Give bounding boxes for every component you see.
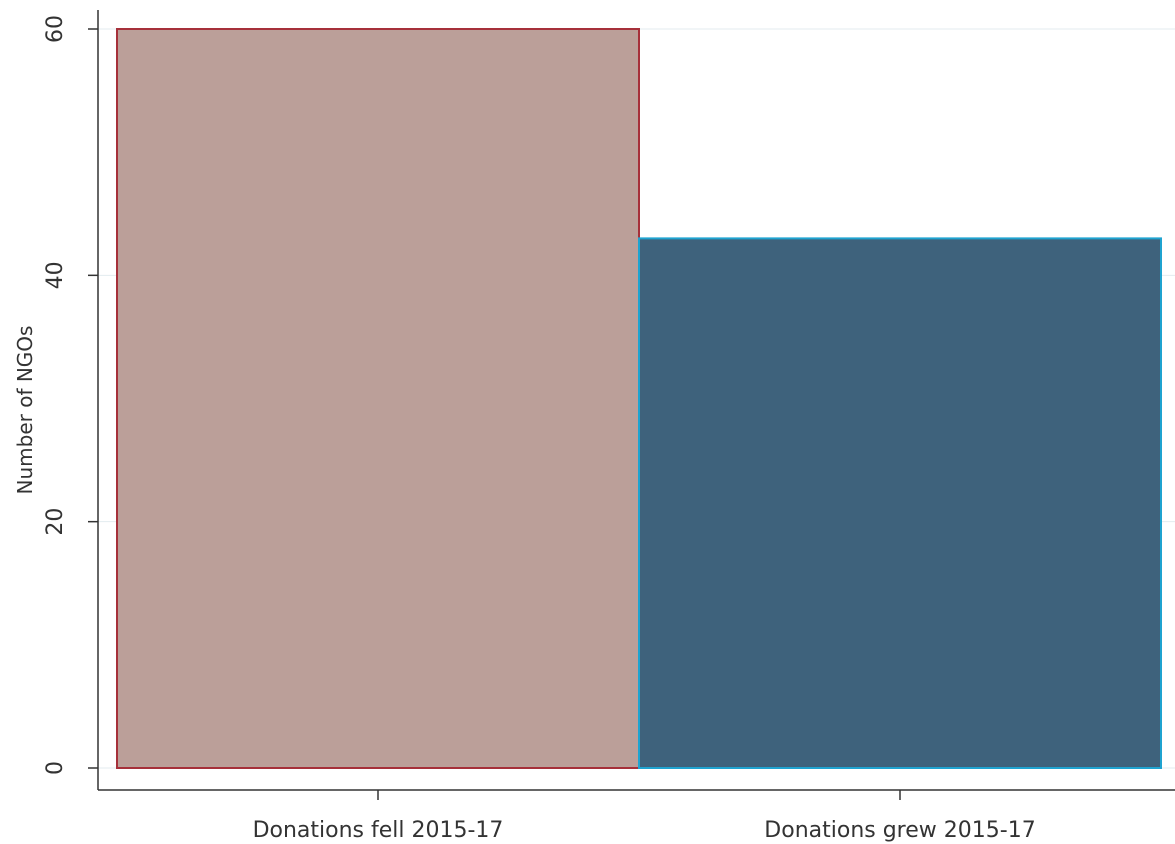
x-tick-label: Donations grew 2015-17 <box>764 818 1035 843</box>
y-tick-label: 60 <box>43 15 68 43</box>
y-tick-label: 0 <box>43 761 68 775</box>
y-tick-label: 20 <box>43 508 68 536</box>
y-axis-title: Number of NGOs <box>13 326 37 495</box>
x-tick-label: Donations fell 2015-17 <box>253 818 504 843</box>
bar-donations-grew <box>638 237 1162 769</box>
y-tick-label: 40 <box>43 261 68 289</box>
bar-donations-fell <box>116 28 640 769</box>
